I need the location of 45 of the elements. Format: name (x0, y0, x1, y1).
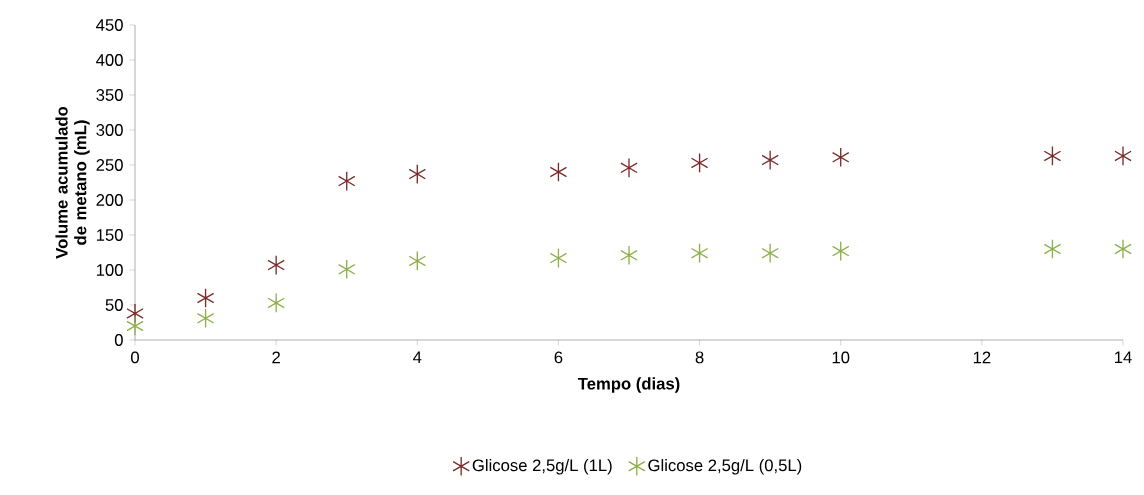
point (761, 150, 779, 171)
y-tick-label: 150 (96, 229, 123, 241)
point (549, 248, 568, 269)
point (408, 164, 427, 185)
legend-label: Glicose 2,5g/L (1L) (472, 458, 612, 475)
point (690, 152, 709, 173)
y-tick-label: 50 (105, 299, 123, 311)
x-tick-label: 2 (272, 351, 280, 364)
x-tick-label: 0 (131, 351, 139, 364)
point (620, 245, 638, 266)
point (549, 161, 568, 182)
y-tick-label: 100 (96, 264, 123, 276)
x-tick-label: 8 (695, 351, 704, 364)
y-tick-label: 400 (96, 54, 123, 66)
y-tick-label: 200 (96, 194, 123, 206)
y-tick-label: 450 (96, 19, 123, 31)
point (1114, 145, 1132, 166)
y-tick-label: 250 (96, 159, 123, 171)
point (196, 308, 215, 329)
point (267, 255, 285, 276)
x-axis-title: Tempo (dias) (577, 377, 680, 393)
point (1114, 238, 1132, 259)
x-tick-label: 6 (554, 351, 563, 364)
point (267, 292, 285, 313)
point (337, 171, 356, 192)
x-tick-label: 10 (832, 351, 850, 364)
point (408, 250, 427, 271)
y-tick-label: 350 (96, 89, 123, 101)
point (831, 147, 850, 168)
point (1043, 238, 1062, 259)
legend-label: Glicose 2,5g/L (0,5L) (648, 458, 802, 475)
point (620, 157, 638, 178)
y-axis-title: Volume acumulado de metano (mL) (55, 106, 90, 259)
point (831, 241, 850, 262)
x-tick-label: 4 (413, 351, 422, 363)
point (761, 243, 779, 264)
point (1043, 145, 1062, 166)
point (690, 243, 709, 264)
y-tick-label: 0 (114, 334, 123, 346)
x-tick-label: 12 (973, 351, 991, 364)
point (196, 287, 215, 308)
x-tick-label: 14 (1115, 351, 1132, 363)
point (126, 315, 144, 336)
point (337, 259, 356, 280)
y-tick-label: 300 (96, 124, 123, 136)
